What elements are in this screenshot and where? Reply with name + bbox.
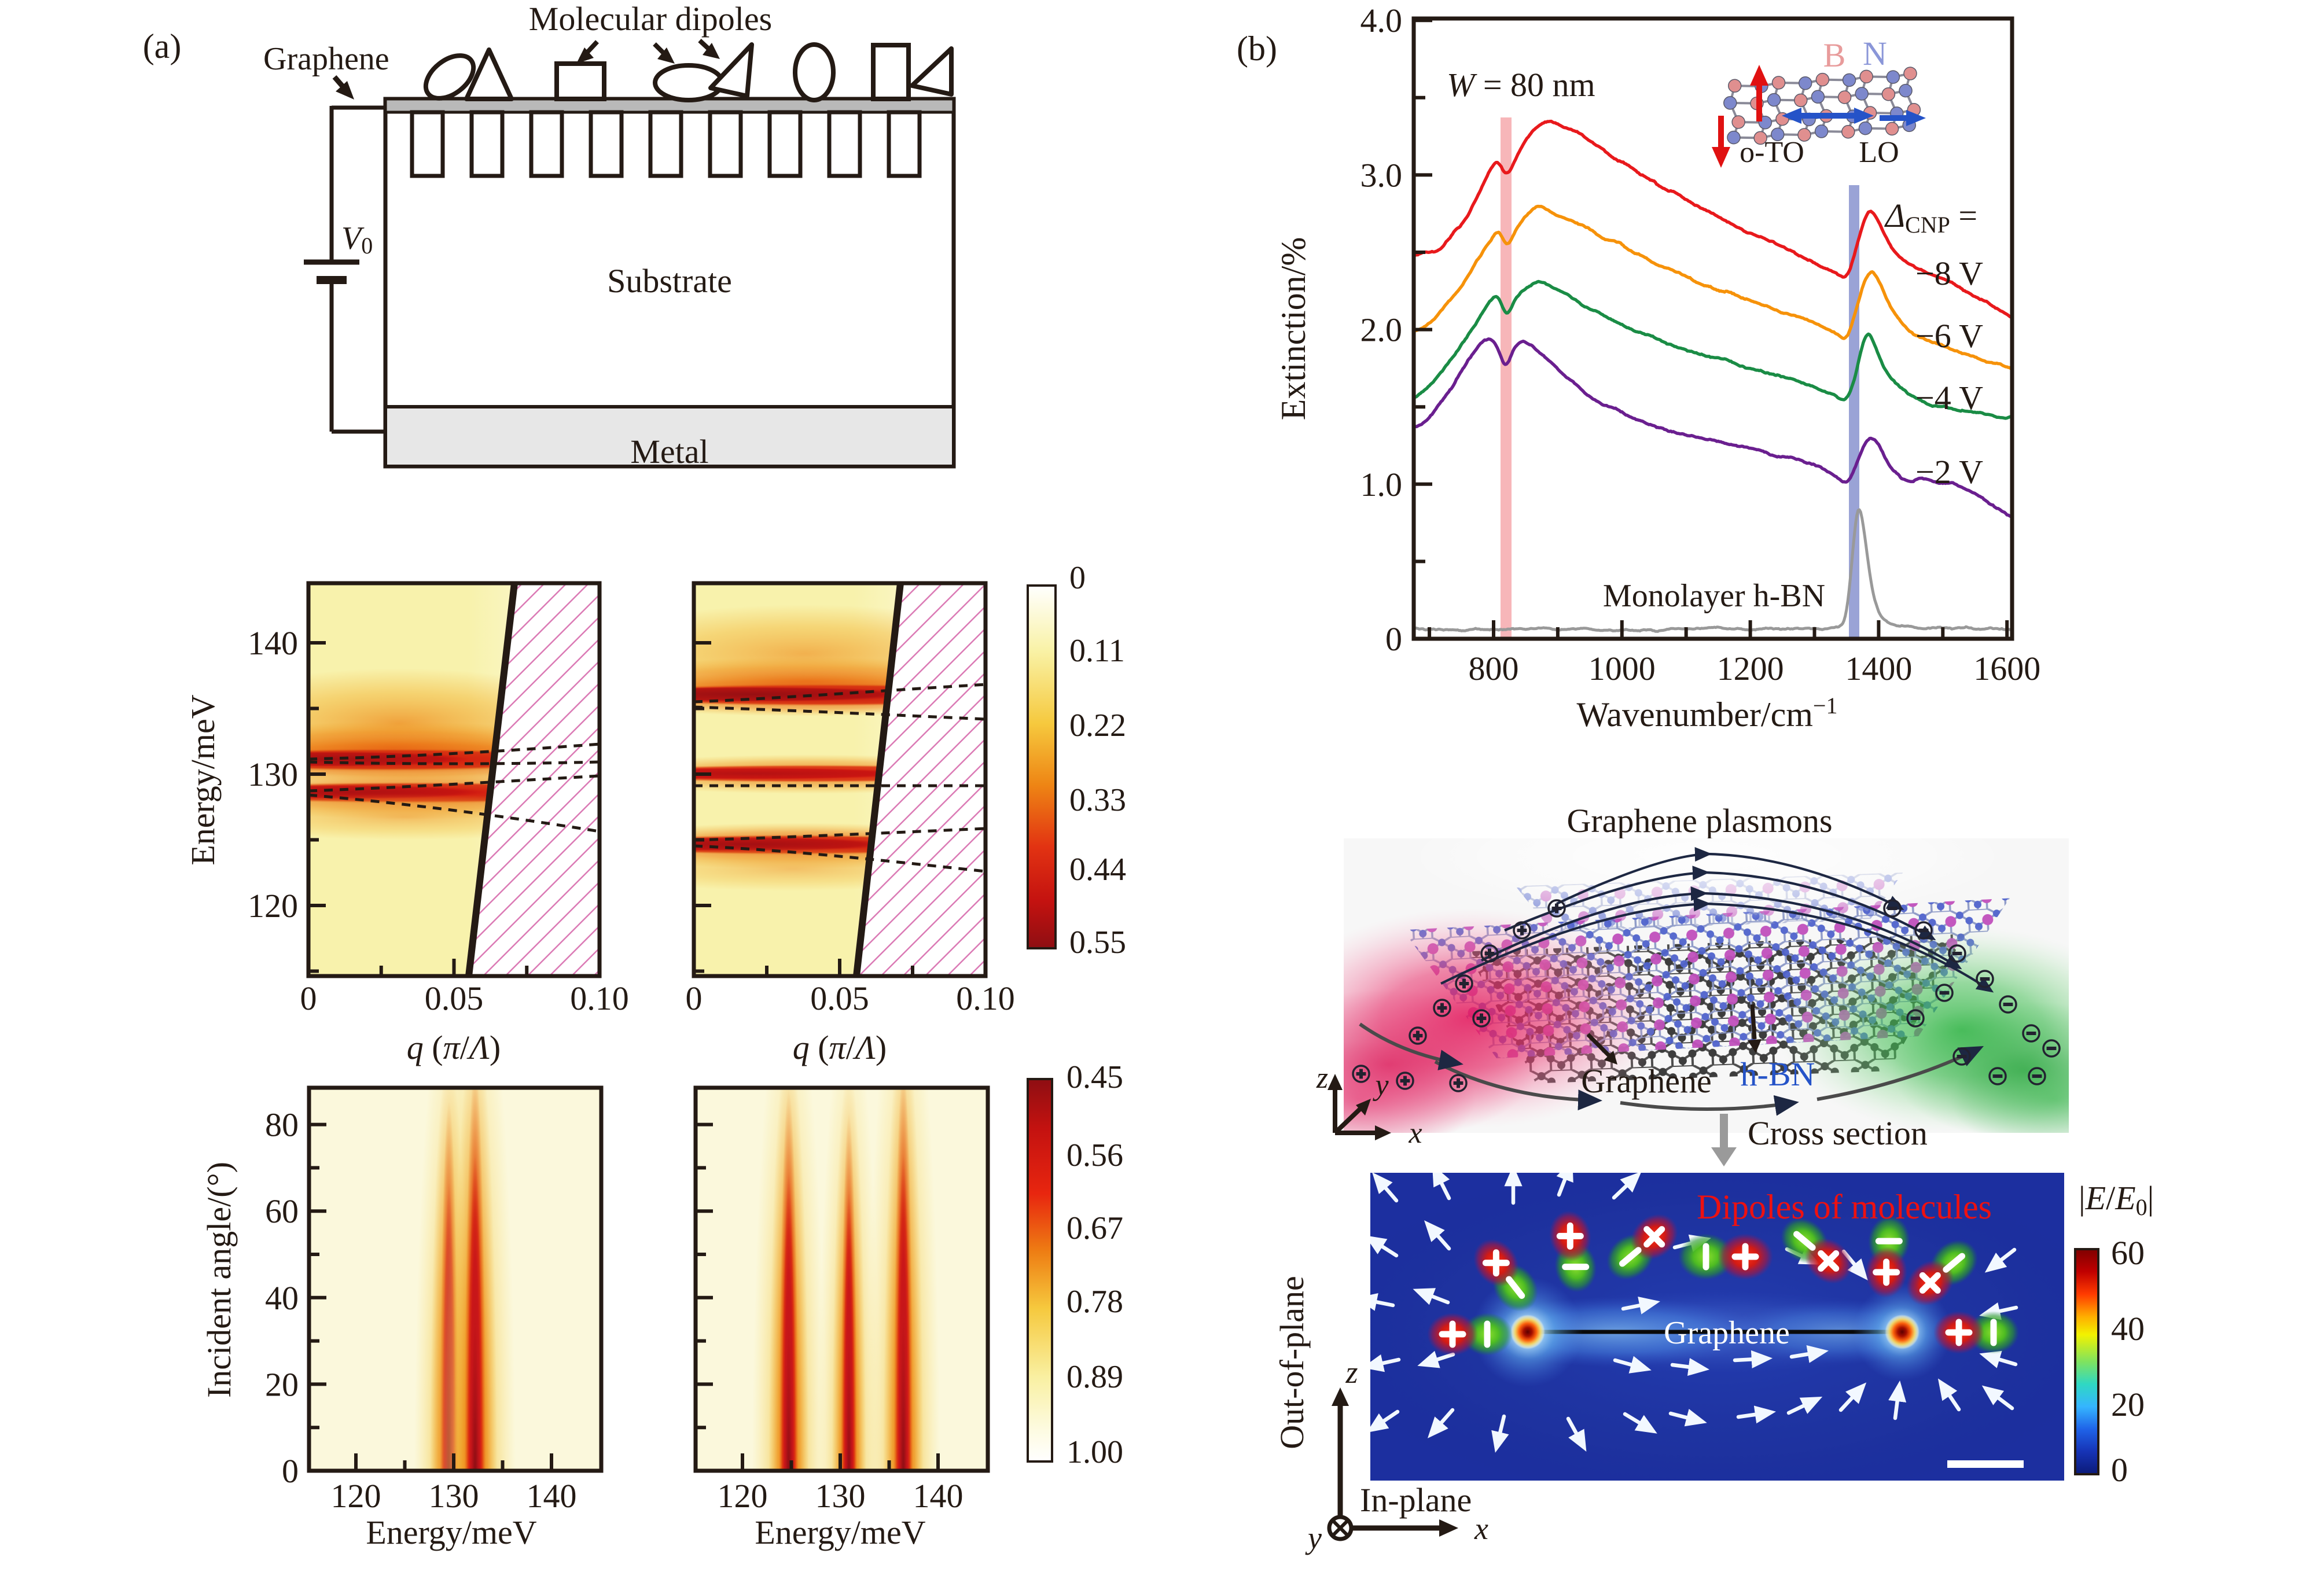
svg-text:Energy/meV: Energy/meV — [184, 694, 222, 865]
svg-text:(b): (b) — [1237, 30, 1277, 68]
svg-text:B: B — [1823, 36, 1846, 74]
svg-text:N: N — [1863, 35, 1887, 72]
svg-text:y: y — [1372, 1069, 1389, 1102]
svg-text:60: 60 — [2111, 1234, 2145, 1272]
svg-text:(a): (a) — [143, 27, 182, 65]
svg-text:40: 40 — [265, 1279, 299, 1317]
svg-text:0.10: 0.10 — [570, 980, 629, 1017]
svg-text:0.10: 0.10 — [956, 980, 1015, 1017]
svg-text:140: 140 — [527, 1477, 577, 1515]
svg-text:0: 0 — [300, 980, 317, 1017]
svg-text:z: z — [1316, 1062, 1328, 1095]
svg-text:20: 20 — [2111, 1386, 2145, 1423]
svg-text:1600: 1600 — [1973, 650, 2040, 687]
svg-text:Incident angle/(°): Incident angle/(°) — [200, 1162, 238, 1398]
svg-text:0.56: 0.56 — [1067, 1137, 1123, 1173]
svg-text:Graphene: Graphene — [1664, 1315, 1790, 1351]
svg-text:W = 80 nm: W = 80 nm — [1447, 66, 1595, 104]
svg-text:y: y — [1305, 1521, 1322, 1555]
svg-text:0.22: 0.22 — [1069, 708, 1126, 743]
svg-text:−8 V: −8 V — [1915, 255, 1983, 292]
svg-text:Metal: Metal — [630, 433, 708, 470]
svg-text:Out-of-plane: Out-of-plane — [1273, 1276, 1311, 1449]
svg-text:Graphene: Graphene — [1581, 1062, 1711, 1100]
svg-text:Cross section: Cross section — [1748, 1114, 1928, 1152]
svg-text:Extinction/%: Extinction/% — [1274, 237, 1312, 421]
svg-text:1.00: 1.00 — [1067, 1434, 1123, 1470]
svg-text:0.89: 0.89 — [1067, 1359, 1123, 1395]
svg-text:Substrate: Substrate — [607, 262, 732, 300]
svg-text:0.67: 0.67 — [1067, 1210, 1123, 1246]
svg-text:1200: 1200 — [1717, 650, 1784, 687]
svg-text:h-BN: h-BN — [1741, 1055, 1815, 1093]
svg-text:0.78: 0.78 — [1067, 1284, 1123, 1320]
svg-text:o-TO: o-TO — [1740, 136, 1804, 169]
svg-text:−2 V: −2 V — [1915, 453, 1983, 491]
svg-text:Monolayer h-BN: Monolayer h-BN — [1603, 578, 1825, 614]
svg-text:q (π/Λ): q (π/Λ) — [407, 1029, 501, 1066]
svg-text:4.0: 4.0 — [1360, 2, 1403, 39]
svg-text:V0: V0 — [341, 220, 373, 259]
svg-text:0.44: 0.44 — [1069, 852, 1126, 888]
svg-text:130: 130 — [429, 1477, 479, 1515]
svg-text:−4 V: −4 V — [1915, 379, 1983, 417]
svg-text:0.45: 0.45 — [1067, 1059, 1123, 1095]
svg-text:x: x — [1474, 1511, 1488, 1546]
svg-text:40: 40 — [2111, 1310, 2145, 1348]
svg-text:ΔCNP =: ΔCNP = — [1884, 197, 1977, 238]
svg-text:0.11: 0.11 — [1069, 633, 1125, 669]
svg-text:1000: 1000 — [1588, 650, 1656, 687]
svg-text:q (π/Λ): q (π/Λ) — [793, 1029, 887, 1066]
svg-text:3.0: 3.0 — [1360, 156, 1403, 194]
svg-text:120: 120 — [718, 1477, 768, 1515]
svg-text:800: 800 — [1469, 650, 1519, 687]
svg-text:In-plane: In-plane — [1360, 1481, 1472, 1519]
svg-text:0.05: 0.05 — [810, 980, 869, 1017]
svg-text:140: 140 — [913, 1477, 964, 1515]
svg-text:1400: 1400 — [1845, 650, 1912, 687]
svg-text:20: 20 — [265, 1365, 299, 1403]
svg-text:0: 0 — [1385, 620, 1402, 658]
svg-text:120: 120 — [248, 887, 298, 925]
svg-text:Graphene: Graphene — [263, 41, 389, 77]
svg-text:z: z — [1345, 1355, 1358, 1390]
svg-text:60: 60 — [265, 1192, 299, 1230]
svg-text:0.05: 0.05 — [425, 980, 484, 1017]
svg-text:0: 0 — [686, 980, 703, 1017]
svg-text:Graphene plasmons: Graphene plasmons — [1567, 802, 1832, 840]
svg-text:0: 0 — [1069, 560, 1086, 596]
svg-text:0: 0 — [282, 1452, 299, 1490]
svg-text:Wavenumber/cm−1: Wavenumber/cm−1 — [1577, 693, 1838, 734]
svg-text:|E/E0|: |E/E0| — [2079, 1179, 2154, 1220]
svg-text:Molecular dipoles: Molecular dipoles — [529, 0, 772, 38]
svg-text:0.33: 0.33 — [1069, 782, 1126, 818]
svg-text:Dipoles of molecules: Dipoles of molecules — [1697, 1188, 1992, 1226]
svg-text:130: 130 — [815, 1477, 866, 1515]
svg-text:LO: LO — [1859, 136, 1899, 169]
svg-text:0.55: 0.55 — [1069, 925, 1126, 960]
svg-text:140: 140 — [248, 624, 298, 662]
svg-text:Energy/meV: Energy/meV — [755, 1514, 925, 1551]
svg-text:x: x — [1408, 1117, 1422, 1150]
svg-text:120: 120 — [331, 1477, 381, 1515]
svg-text:80: 80 — [265, 1106, 299, 1144]
svg-text:Energy/meV: Energy/meV — [366, 1514, 536, 1551]
svg-text:2.0: 2.0 — [1360, 311, 1403, 349]
svg-text:0: 0 — [2111, 1451, 2128, 1489]
svg-text:130: 130 — [248, 756, 298, 793]
svg-text:−6 V: −6 V — [1915, 317, 1983, 355]
svg-text:1.0: 1.0 — [1360, 466, 1403, 503]
